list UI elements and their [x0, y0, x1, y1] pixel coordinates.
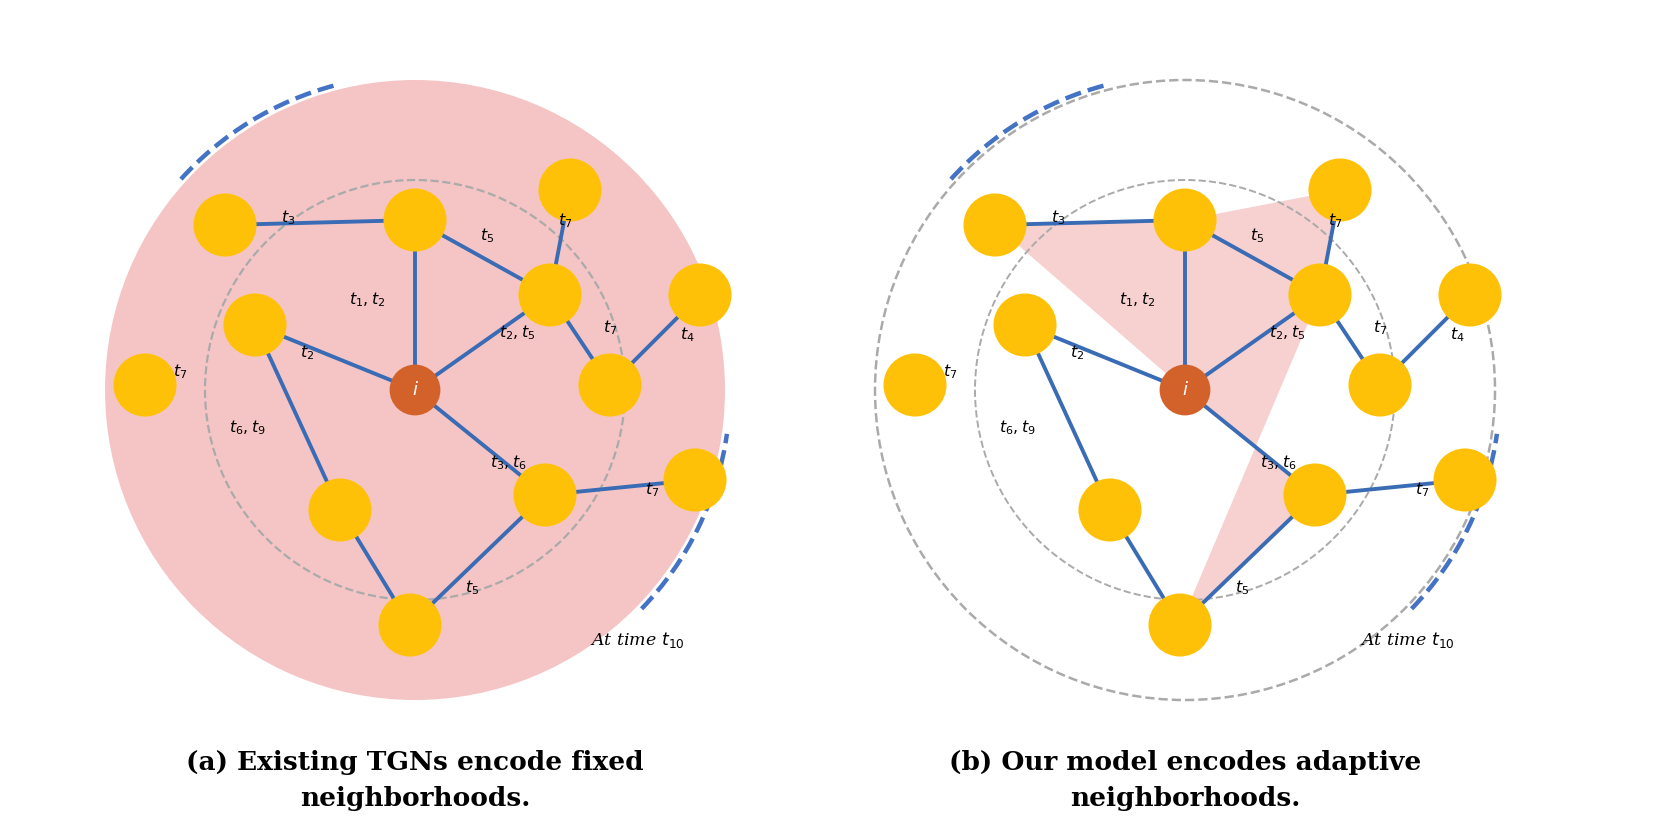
Circle shape	[664, 450, 724, 510]
Circle shape	[311, 480, 370, 540]
Circle shape	[885, 355, 945, 415]
Text: $t_7$: $t_7$	[1372, 319, 1387, 337]
Text: $t_5$: $t_5$	[1236, 579, 1249, 598]
Circle shape	[224, 295, 286, 355]
Circle shape	[115, 355, 174, 415]
Circle shape	[515, 465, 575, 525]
Text: $t_2$: $t_2$	[1070, 343, 1085, 362]
Circle shape	[995, 295, 1055, 355]
Text: $t_7$: $t_7$	[173, 363, 188, 381]
Text: $t_1,t_2$: $t_1,t_2$	[349, 290, 385, 310]
Polygon shape	[995, 190, 1340, 625]
Circle shape	[385, 190, 445, 250]
Text: $t_7$: $t_7$	[943, 363, 957, 381]
Circle shape	[1440, 265, 1500, 325]
Text: $t_5$: $t_5$	[480, 226, 495, 245]
Circle shape	[1149, 595, 1209, 655]
Text: $t_6,t_9$: $t_6,t_9$	[1000, 418, 1036, 437]
Circle shape	[105, 80, 724, 700]
Circle shape	[965, 195, 1025, 255]
Text: $t_7$: $t_7$	[1415, 480, 1428, 499]
Text: $t_2,t_5$: $t_2,t_5$	[500, 323, 535, 342]
Circle shape	[380, 595, 440, 655]
Text: $t_3$: $t_3$	[281, 208, 296, 227]
Text: (b) Our model encodes adaptive
neighborhoods.: (b) Our model encodes adaptive neighborh…	[948, 750, 1422, 811]
Text: $t_7$: $t_7$	[1327, 211, 1342, 230]
Text: (a) Existing TGNs encode fixed
neighborhoods.: (a) Existing TGNs encode fixed neighborh…	[186, 750, 644, 811]
Circle shape	[580, 355, 639, 415]
Text: At time $t_{10}$: At time $t_{10}$	[1360, 630, 1455, 650]
Text: $t_2$: $t_2$	[301, 343, 314, 362]
Text: $t_1,t_2$: $t_1,t_2$	[1120, 290, 1154, 310]
Circle shape	[540, 160, 600, 220]
Text: $t_6,t_9$: $t_6,t_9$	[229, 418, 266, 437]
Circle shape	[1080, 480, 1139, 540]
Circle shape	[1350, 355, 1410, 415]
Text: $t_5$: $t_5$	[1251, 226, 1264, 245]
Text: $t_3,t_6$: $t_3,t_6$	[1259, 453, 1296, 471]
Circle shape	[669, 265, 729, 325]
Text: $t_7$: $t_7$	[558, 211, 571, 230]
Text: $t_4$: $t_4$	[1450, 325, 1465, 344]
Text: $t_5$: $t_5$	[465, 579, 480, 598]
Text: $i$: $i$	[1181, 381, 1189, 399]
Text: $t_7$: $t_7$	[603, 319, 618, 337]
Circle shape	[1286, 465, 1345, 525]
Circle shape	[194, 195, 256, 255]
Circle shape	[1435, 450, 1495, 510]
Text: $i$: $i$	[412, 381, 419, 399]
Circle shape	[1291, 265, 1350, 325]
Circle shape	[390, 366, 439, 414]
Text: $t_3$: $t_3$	[1051, 208, 1065, 227]
Text: At time $t_{10}$: At time $t_{10}$	[590, 630, 684, 650]
Circle shape	[1161, 366, 1209, 414]
Text: $t_7$: $t_7$	[644, 480, 659, 499]
Text: $t_3,t_6$: $t_3,t_6$	[490, 453, 527, 471]
Text: $t_4$: $t_4$	[679, 325, 694, 344]
Circle shape	[1311, 160, 1370, 220]
Text: $t_2,t_5$: $t_2,t_5$	[1269, 323, 1306, 342]
Circle shape	[1154, 190, 1214, 250]
Circle shape	[520, 265, 580, 325]
